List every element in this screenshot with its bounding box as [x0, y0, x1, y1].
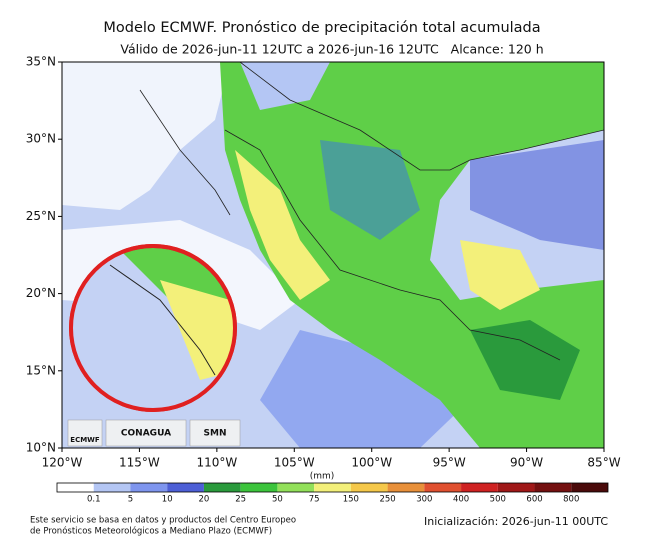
colorbar-label: 0.1 [87, 495, 101, 505]
lon-tick-label: 90°W [510, 456, 543, 470]
colorbar-swatch [497, 483, 535, 492]
lat-tick-label: 25°N [26, 209, 56, 223]
precip-map: ECMWF CONAGUA SMN [62, 62, 604, 448]
logo-box [189, 419, 241, 447]
footer-note: de Pronósticos Meteorológicos a Mediano … [30, 526, 272, 537]
colorbar-label: 400 [453, 495, 469, 505]
colorbar-swatch [350, 483, 388, 492]
colorbar-label: 75 [309, 495, 320, 505]
logo-box [105, 419, 187, 447]
colorbar-label: 600 [526, 495, 542, 505]
colorbar-swatch [277, 483, 315, 492]
colorbar-swatch [387, 483, 425, 492]
lon-tick-label: 85°W [587, 456, 620, 470]
lat-tick-label: 30°N [26, 132, 56, 146]
lon-tick-label: 95°W [433, 456, 466, 470]
init-time: Inicialización: 2026-jun-11 00UTC [424, 515, 608, 528]
colorbar-swatch [424, 483, 462, 492]
colorbar-label: 20 [199, 495, 210, 505]
logo-text: ECMWF [70, 436, 100, 444]
lon-tick-label: 115°W [119, 456, 160, 470]
title: Modelo ECMWF. Pronóstico de precipitació… [103, 20, 540, 36]
colorbar-unit: (mm) [310, 472, 335, 482]
logo-box [67, 419, 103, 447]
map-frame [61, 61, 605, 449]
colorbar-swatch [461, 483, 498, 492]
colorbar-swatch [240, 483, 278, 492]
lon-tick-label: 120°W [42, 456, 83, 470]
colorbar-swatch [571, 483, 608, 492]
colorbar-swatch [57, 483, 94, 492]
lon-tick-label: 100°W [351, 456, 392, 470]
lat-tick-label: 15°N [26, 363, 56, 377]
lat-tick-label: 20°N [26, 286, 56, 300]
colorbar-swatch [314, 483, 351, 492]
footer-note: Este servicio se basa en datos y product… [30, 516, 296, 526]
colorbar-label: 150 [343, 495, 359, 505]
lon-tick-label: 105°W [274, 456, 315, 470]
colorbar-swatch [203, 483, 241, 492]
colorbar-label: 250 [379, 495, 395, 505]
colorbar-label: 5 [128, 495, 133, 505]
colorbar-label: 25 [235, 495, 246, 505]
colorbar-swatch [130, 483, 168, 492]
colorbar-label: 50 [272, 495, 283, 505]
logo-text: CONAGUA [121, 429, 171, 439]
subtitle: Válido de 2026-jun-11 12UTC a 2026-jun-1… [120, 42, 543, 57]
lat-tick-label: 35°N [26, 55, 56, 69]
colorbar-label: 10 [162, 495, 173, 505]
colorbar-swatch [93, 483, 131, 492]
colorbar-frame [56, 482, 609, 493]
colorbar-label: 800 [563, 495, 579, 505]
colorbar-swatch [534, 483, 572, 492]
lon-tick-label: 110°W [196, 456, 237, 470]
colorbar-label: 500 [490, 495, 506, 505]
lat-tick-label: 10°N [26, 441, 56, 455]
logo-text: SMN [204, 429, 227, 439]
colorbar-label: 300 [416, 495, 432, 505]
colorbar-swatch [167, 483, 204, 492]
